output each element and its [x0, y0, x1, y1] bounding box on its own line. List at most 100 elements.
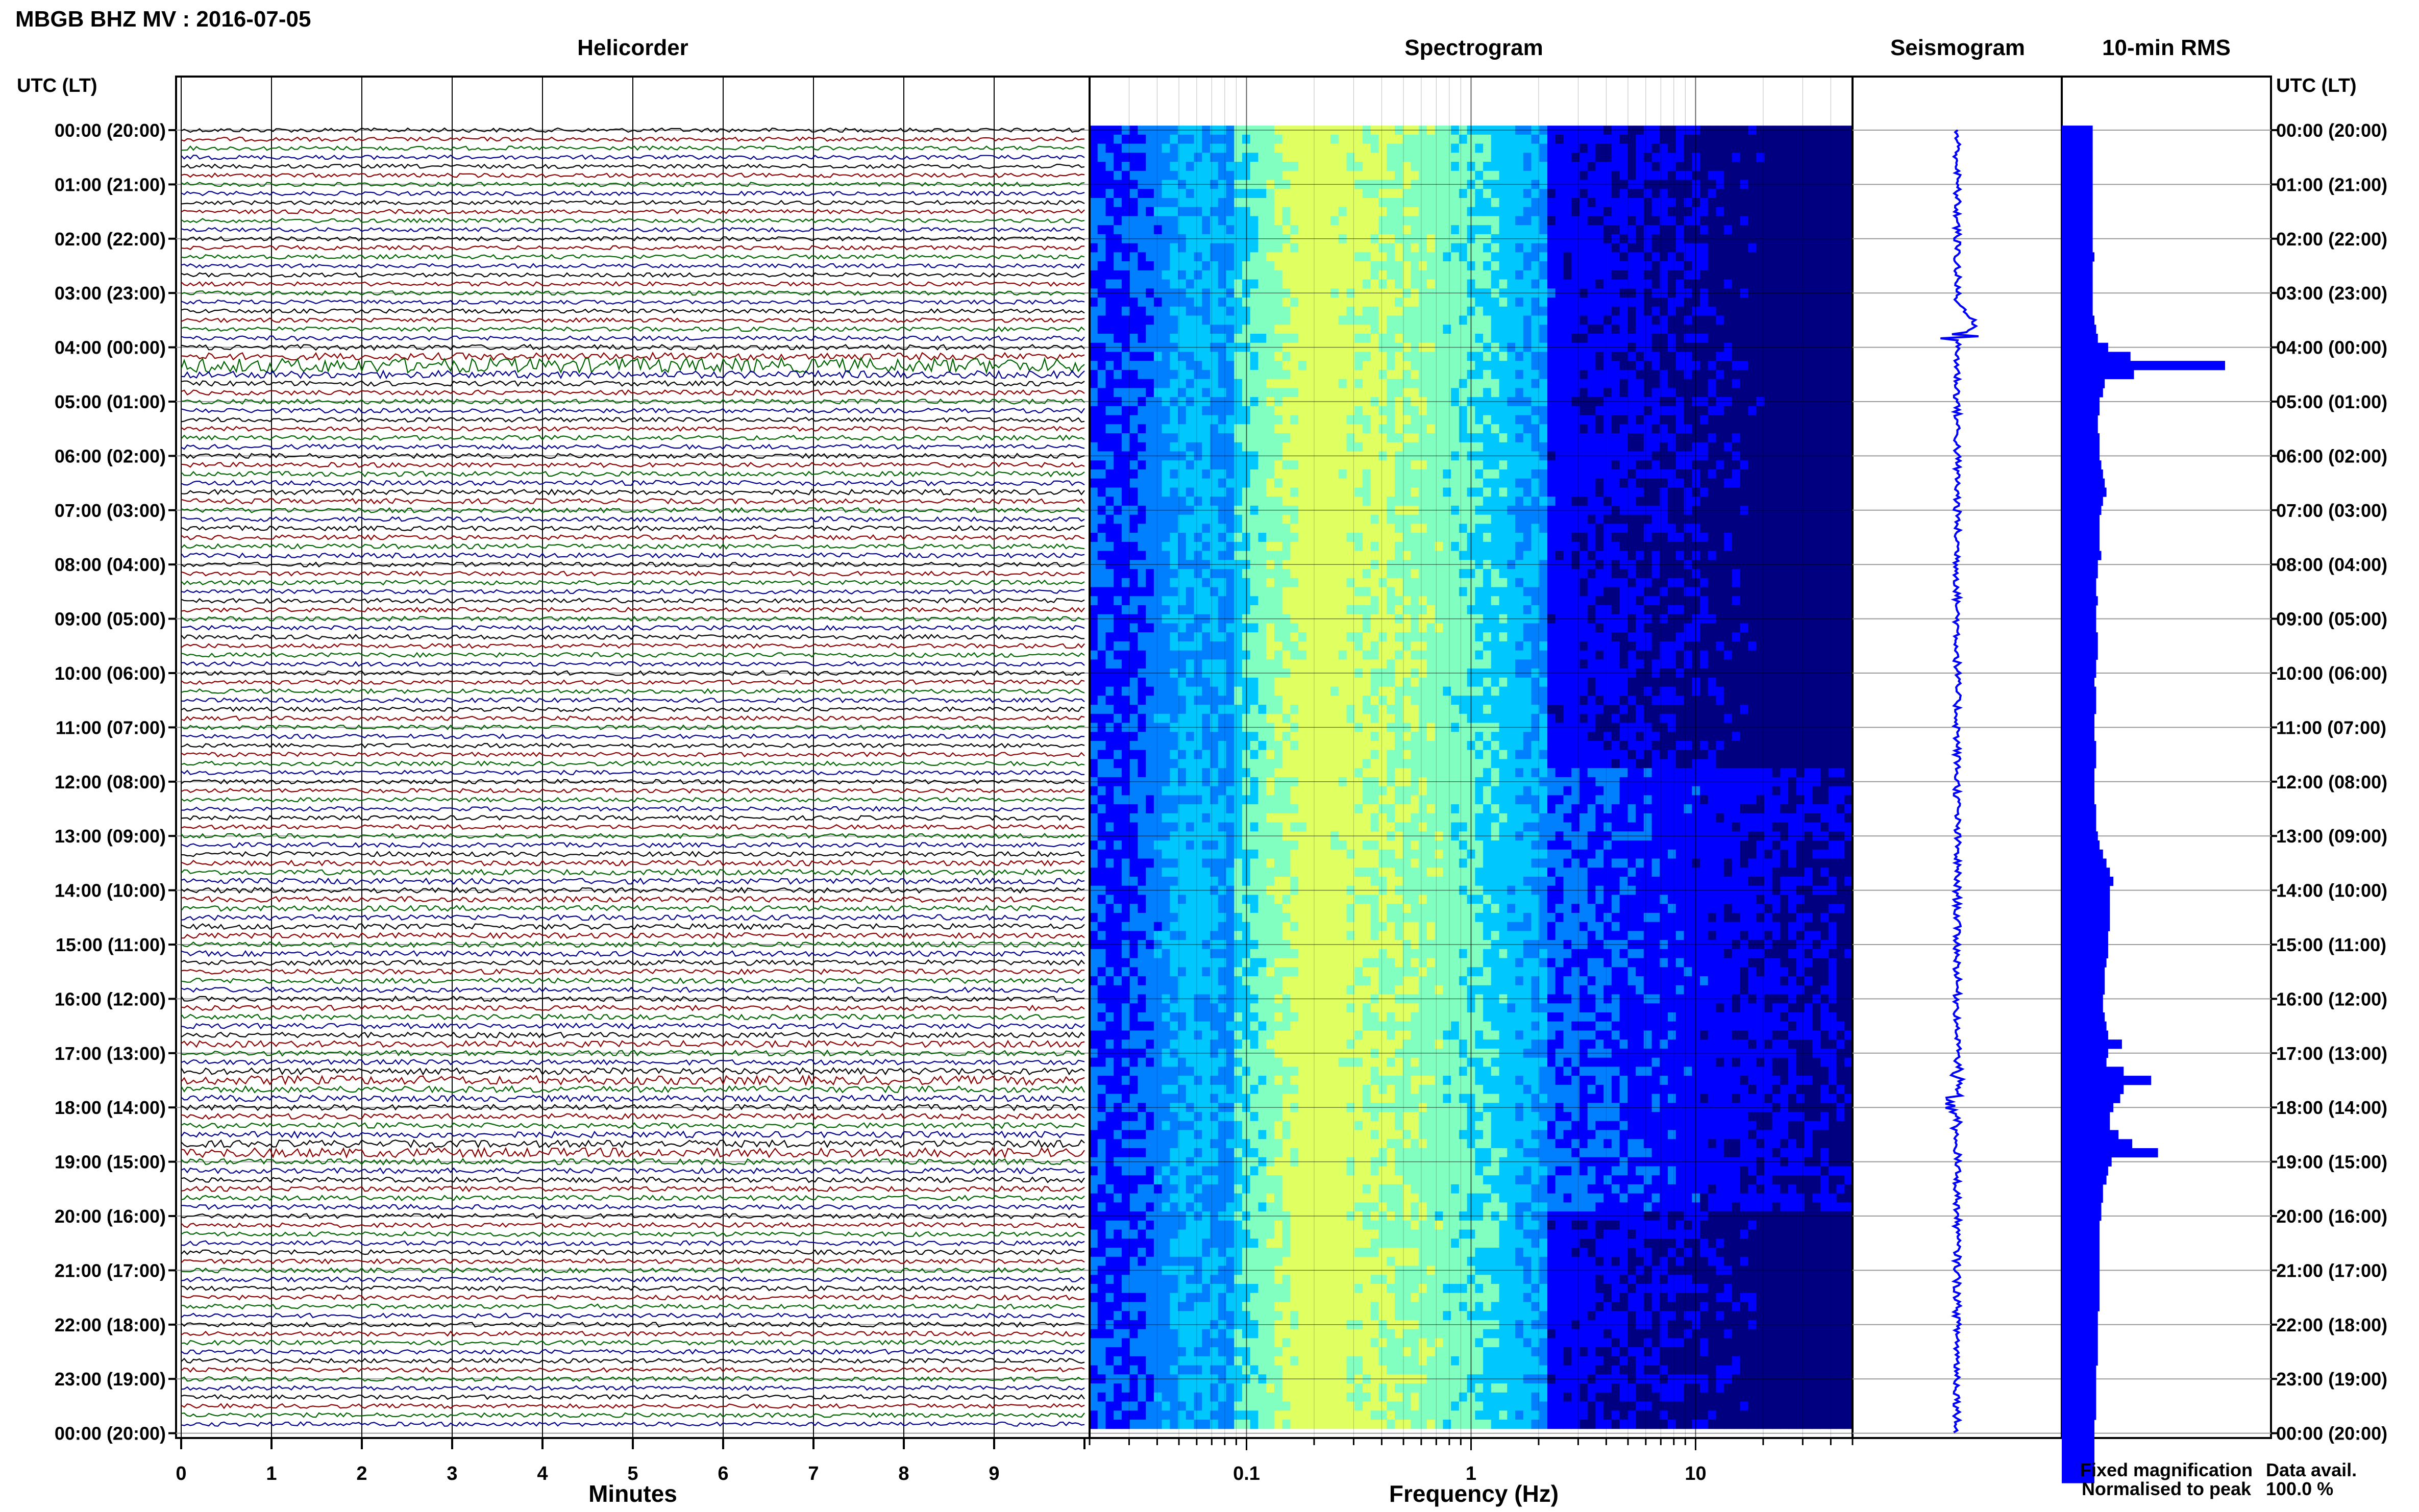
- helicorder-trace: [181, 1112, 1085, 1121]
- spectrogram-cell: [1748, 298, 1757, 307]
- spectrogram-cell: [1170, 361, 1178, 370]
- spectrogram-cell: [1354, 514, 1363, 524]
- spectrogram-cell: [1451, 198, 1460, 208]
- spectrogram-cell: [1354, 424, 1363, 434]
- spectrogram-cell: [1354, 478, 1363, 488]
- spectrogram-cell: [1306, 216, 1315, 226]
- spectrogram-cell: [1226, 315, 1235, 325]
- spectrogram-cell: [1587, 369, 1596, 380]
- spectrogram-cell: [1322, 143, 1331, 153]
- spectrogram-cell: [1764, 469, 1773, 479]
- spectrogram-cell: [1828, 569, 1837, 579]
- spectrogram-cell: [1226, 162, 1235, 171]
- spectrogram-cell: [1627, 334, 1636, 343]
- spectrogram-cell: [1515, 551, 1524, 560]
- spectrogram-cell: [1812, 315, 1821, 325]
- spectrogram-cell: [1402, 533, 1411, 542]
- spectrogram-cell: [1146, 524, 1154, 533]
- spectrogram-cell: [1202, 325, 1211, 334]
- spectrogram-cell: [1426, 306, 1436, 316]
- helicorder-trace: [181, 642, 1085, 649]
- spectrogram-cell: [1274, 442, 1283, 452]
- spectrogram-cell: [1748, 243, 1757, 253]
- spectrogram-cell: [1772, 216, 1781, 226]
- spectrogram-cell: [1234, 261, 1243, 271]
- spectrogram-cell: [1812, 433, 1821, 443]
- spectrogram-cell: [1330, 261, 1339, 271]
- spectrogram-cell: [1732, 487, 1741, 497]
- spectrogram-cell: [1812, 170, 1821, 181]
- spectrogram-cell: [1796, 369, 1805, 380]
- spectrogram-cell: [1724, 442, 1733, 452]
- spectrogram-cell: [1451, 189, 1460, 199]
- spectrogram-cell: [1716, 270, 1724, 280]
- spectrogram-cell: [1475, 170, 1484, 181]
- spectrogram-cell: [1820, 361, 1829, 370]
- spectrogram-cell: [1507, 189, 1516, 199]
- spectrogram-cell: [1627, 497, 1636, 506]
- spectrogram-cell: [1804, 551, 1813, 560]
- spectrogram-cell: [1202, 352, 1211, 361]
- spectrogram-cell: [1563, 306, 1572, 316]
- spectrogram-cell: [1499, 315, 1508, 325]
- spectrogram-cell: [1162, 207, 1170, 216]
- spectrogram-cell: [1772, 424, 1781, 434]
- spectrogram-cell: [1153, 551, 1163, 560]
- spectrogram-cell: [1395, 153, 1403, 162]
- spectrogram-cell: [1363, 216, 1371, 226]
- spectrogram-cell: [1804, 541, 1813, 552]
- spectrogram-cell: [1475, 415, 1484, 425]
- spectrogram-cell: [1595, 243, 1604, 253]
- spectrogram-cell: [1378, 270, 1387, 280]
- spectrogram-cell: [1378, 369, 1387, 380]
- spectrogram-cell: [1338, 306, 1347, 316]
- spectrogram-cell: [1788, 361, 1797, 370]
- spectrogram-cell: [1338, 514, 1347, 524]
- spectrogram-cell: [1194, 134, 1202, 144]
- spectrogram-cell: [1563, 170, 1572, 181]
- spectrogram-cell: [1796, 153, 1805, 162]
- spectrogram-cell: [1619, 415, 1628, 425]
- spectrogram-cell: [1772, 153, 1781, 162]
- spectrogram-cell: [1483, 487, 1492, 497]
- spectrogram-cell: [1636, 497, 1644, 506]
- spectrogram-cell: [1370, 162, 1379, 171]
- spectrogram-cell: [1579, 487, 1588, 497]
- spectrogram-cell: [1531, 352, 1540, 361]
- spectrogram-cell: [1194, 379, 1202, 388]
- spectrogram-cell: [1114, 361, 1122, 370]
- spectrogram-cell: [1539, 361, 1548, 370]
- spectrogram-cell: [1700, 388, 1709, 398]
- spectrogram-cell: [1555, 315, 1564, 325]
- spectrogram-cell: [1146, 252, 1154, 262]
- spectrogram-cell: [1266, 524, 1275, 533]
- spectrogram-cell: [1603, 252, 1612, 262]
- spectrogram-cell: [1828, 487, 1837, 497]
- spectrogram-cell: [1483, 578, 1492, 588]
- spectrogram-cell: [1579, 189, 1588, 199]
- spectrogram-cell: [1370, 279, 1379, 289]
- spectrogram-cell: [1796, 298, 1805, 307]
- spectrogram-cell: [1411, 551, 1419, 560]
- spectrogram-cell: [1531, 551, 1540, 560]
- spectrogram-cell: [1298, 497, 1307, 506]
- spectrogram-cell: [1097, 143, 1106, 153]
- spectrogram-cell: [1740, 143, 1748, 153]
- spectrogram-cell: [1330, 334, 1339, 343]
- spectrogram-cell: [1595, 379, 1604, 388]
- spectrogram-cell: [1547, 153, 1556, 162]
- spectrogram-cell: [1563, 153, 1572, 162]
- spectrogram-cell: [1732, 514, 1741, 524]
- spectrogram-cell: [1764, 514, 1773, 524]
- spectrogram-cell: [1426, 469, 1436, 479]
- spectrogram-cell: [1483, 460, 1492, 470]
- spectrogram-cell: [1651, 487, 1660, 497]
- spectrogram-cell: [1451, 551, 1460, 560]
- spectrogram-cell: [1378, 478, 1387, 488]
- spectrogram-cell: [1603, 487, 1612, 497]
- spectrogram-cell: [1836, 306, 1845, 316]
- spectrogram-cell: [1435, 279, 1443, 289]
- spectrogram-cell: [1547, 162, 1556, 171]
- spectrogram-cell: [1105, 216, 1114, 226]
- spectrogram-cell: [1258, 207, 1267, 216]
